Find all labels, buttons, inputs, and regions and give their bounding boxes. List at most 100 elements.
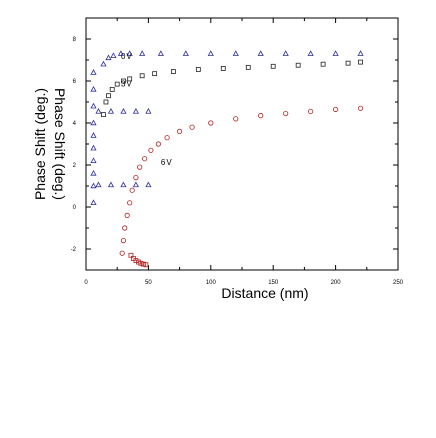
y-tick-label: 6 <box>73 79 77 85</box>
data-point-triangle <box>132 108 139 114</box>
data-point-triangle <box>90 199 97 206</box>
data-point-square <box>345 60 351 66</box>
x-tick-label: 250 <box>393 280 404 286</box>
data-point-triangle <box>145 108 152 114</box>
data-point-triangle <box>90 157 97 164</box>
data-point-triangle <box>90 144 97 151</box>
series-2 <box>119 105 364 256</box>
series <box>90 50 364 268</box>
data-point-triangle <box>232 50 239 56</box>
data-point-square <box>358 59 363 65</box>
data-point-triangle <box>139 50 146 56</box>
data-point-triangle <box>90 119 97 126</box>
y-axis-label: Phase Shift (deg.) <box>32 88 48 200</box>
data-point-square <box>106 93 111 99</box>
annotation-label: 0V <box>121 52 133 61</box>
data-point-square <box>101 112 106 117</box>
data-point-circle <box>164 135 170 141</box>
data-point-square <box>295 62 301 68</box>
data-point-triangle <box>90 169 97 176</box>
data-point-triangle <box>90 85 97 92</box>
data-point-triangle <box>182 50 189 56</box>
data-point-triangle <box>120 181 127 188</box>
x-tick-label: 0 <box>84 280 88 286</box>
data-point-triangle <box>107 108 115 114</box>
data-point-circle <box>357 105 364 111</box>
annotation-label: 6V <box>161 158 173 167</box>
data-point-circle <box>148 147 154 153</box>
y-tick-label: -2 <box>71 247 77 253</box>
data-point-circle <box>258 113 264 119</box>
data-point-triangle <box>132 181 139 188</box>
data-point-circle <box>332 106 339 112</box>
data-point-circle <box>127 200 133 206</box>
data-point-circle <box>142 156 148 162</box>
data-point-square <box>245 64 251 70</box>
data-point-square <box>220 66 226 71</box>
y-tick-label: 0 <box>73 205 77 211</box>
data-point-square <box>141 261 146 267</box>
data-point-circle <box>177 128 183 134</box>
data-point-triangle <box>332 50 339 56</box>
data-point-triangle <box>117 50 125 56</box>
data-point-circle <box>119 250 125 256</box>
data-point-triangle <box>95 108 102 114</box>
data-point-circle <box>233 116 239 122</box>
series-3 <box>128 252 149 268</box>
data-point-square <box>136 259 141 265</box>
data-point-square <box>143 262 149 268</box>
data-point-square <box>138 260 144 266</box>
annotation-label: 3V <box>121 79 133 88</box>
y-tick-label: 8 <box>73 37 77 43</box>
annotations: 0V 3V 6V <box>121 52 173 167</box>
data-point-circle <box>122 225 128 231</box>
data-point-circle <box>124 212 130 218</box>
data-point-circle <box>308 108 314 115</box>
data-point-triangle <box>357 50 364 56</box>
data-point-triangle <box>100 60 107 67</box>
data-point-triangle <box>90 182 97 189</box>
data-point-square <box>128 252 134 258</box>
data-point-circle <box>189 124 195 130</box>
data-point-circle <box>283 110 289 117</box>
data-point-square <box>152 71 158 77</box>
y-tick-label: 2 <box>73 163 77 169</box>
data-point-square <box>121 78 126 84</box>
data-point-triangle <box>207 50 214 56</box>
series-6 <box>95 108 152 114</box>
x-axis-label: Distance (nm) <box>221 285 308 301</box>
axes: 0 50 100 150 200 250 -2 0 2 4 6 8 <box>71 17 404 286</box>
data-point-square <box>103 99 109 105</box>
data-point-triangle <box>107 181 115 188</box>
data-point-triangle <box>105 54 112 61</box>
data-point-circle <box>129 187 135 193</box>
data-point-triangle <box>95 181 102 188</box>
data-point-triangle <box>145 181 152 188</box>
data-point-square <box>127 76 133 82</box>
data-point-square <box>195 67 201 72</box>
x-tick-label: 150 <box>268 280 279 286</box>
data-point-square <box>170 69 176 74</box>
x-tick-label: 200 <box>331 280 342 286</box>
data-point-square <box>139 73 145 79</box>
data-point-square <box>109 87 115 92</box>
data-point-circle <box>208 120 214 126</box>
data-point-circle <box>155 141 161 147</box>
series-4 <box>90 69 97 206</box>
series-1 <box>101 59 363 117</box>
data-point-square <box>270 63 276 69</box>
data-point-triangle <box>90 69 97 75</box>
data-point-triangle <box>282 50 289 56</box>
data-point-circle <box>133 175 139 181</box>
data-point-square <box>320 61 326 67</box>
data-point-triangle <box>126 50 133 56</box>
data-point-circle <box>137 164 143 170</box>
data-point-triangle <box>157 50 164 56</box>
data-point-triangle <box>120 108 127 114</box>
data-point-square <box>133 258 139 263</box>
y-axis-label-mirrored: Phase Shift (deg.) <box>52 88 68 200</box>
data-point-triangle <box>90 132 97 138</box>
data-point-triangle <box>110 52 117 58</box>
